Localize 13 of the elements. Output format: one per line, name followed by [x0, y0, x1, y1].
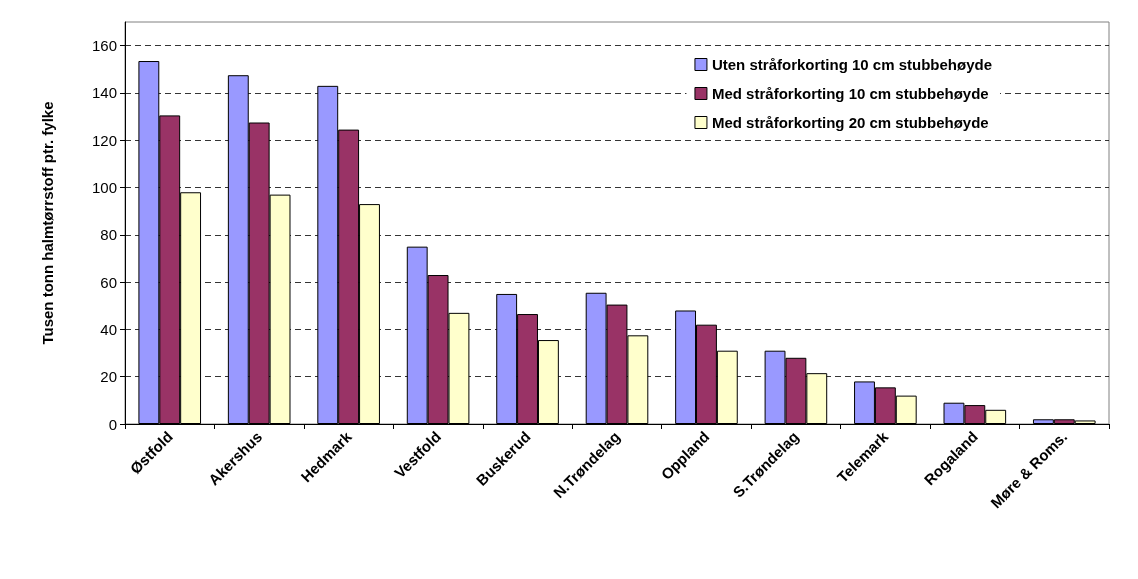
y-tick-label: 80 — [100, 226, 117, 244]
y-tick-label: 20 — [100, 368, 117, 386]
y-tick-label: 140 — [91, 84, 117, 102]
y-axis-title: Tusen tonn halmtørrstoff ptr. fylke — [39, 101, 56, 345]
y-tick-label: 160 — [91, 37, 117, 55]
y-tick-label: 60 — [100, 273, 117, 291]
y-tick-label: 40 — [100, 320, 117, 338]
legend-label: Med stråforkorting 20 cm stubbehøyde — [711, 114, 989, 131]
legend-label: Uten stråforkorting 10 cm stubbehøyde — [711, 56, 993, 73]
y-tick-label: 120 — [91, 131, 117, 149]
y-tick-label: 0 — [108, 415, 117, 433]
y-tick-label: 100 — [91, 179, 117, 197]
legend-label: Med stråforkorting 10 cm stubbehøyde — [711, 85, 989, 102]
